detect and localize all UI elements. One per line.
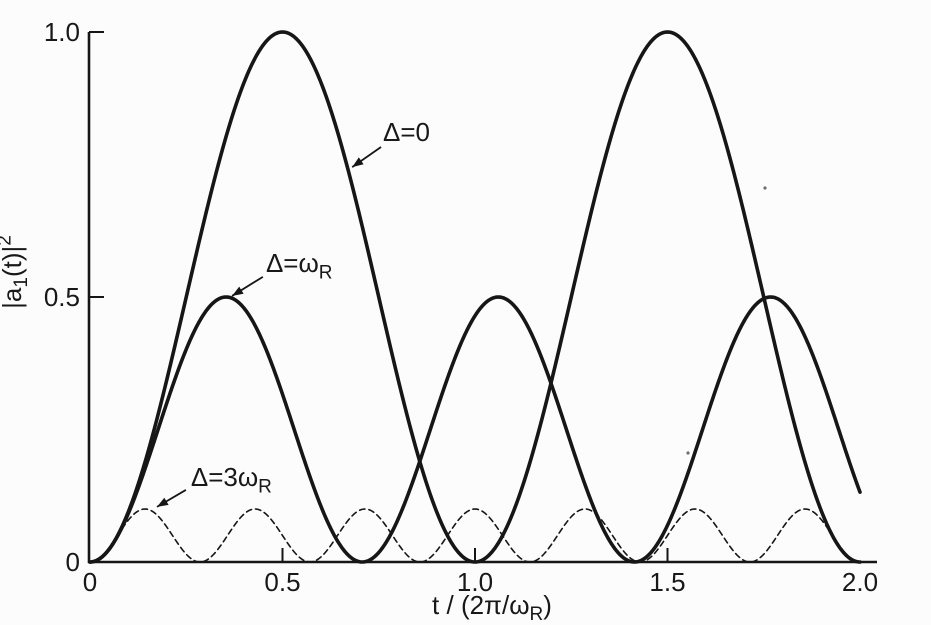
curves [88,30,862,564]
scan-artifacts [686,186,767,455]
scan-speck-1 [686,451,690,455]
curve-delta-omegaR [88,295,862,564]
label-delta-omegaR: Δ=ωR [266,248,333,283]
x-tick-label-0: 0 [83,567,97,597]
x-axis-title: t / (2π/ωR) [432,590,552,625]
curve-annotations: Δ=0 Δ=ωR Δ=3ωR [156,117,430,508]
axis-titles: t / (2π/ωR) |a1(t)|2 [0,235,552,625]
x-tick-label-0.5: 0.5 [264,567,300,597]
x-tick-label-2.0: 2.0 [842,567,878,597]
arrow-head-delta-3omegaR [157,497,169,507]
y-tick-label-0.5: 0.5 [44,282,80,312]
label-delta-0: Δ=0 [383,117,430,147]
y-tick-label-1.0: 1.0 [44,17,80,47]
label-delta-3omegaR: Δ=3ωR [191,462,272,497]
curve-delta-0 [88,30,862,564]
axes: 0 0.5 1.0 0 0.5 1.0 1.5 2.0 [44,17,878,597]
arrow-head-delta-0 [352,157,364,168]
x-tick-label-1.0: 1.0 [457,567,493,597]
x-tick-label-1.5: 1.5 [649,567,685,597]
y-axis-title: |a1(t)|2 [0,235,32,309]
scan-speck-2 [763,186,767,190]
y-tick-label-0: 0 [66,547,80,577]
arrow-head-delta-omegaR [232,286,244,296]
curve-delta-3omegaR [89,508,861,563]
